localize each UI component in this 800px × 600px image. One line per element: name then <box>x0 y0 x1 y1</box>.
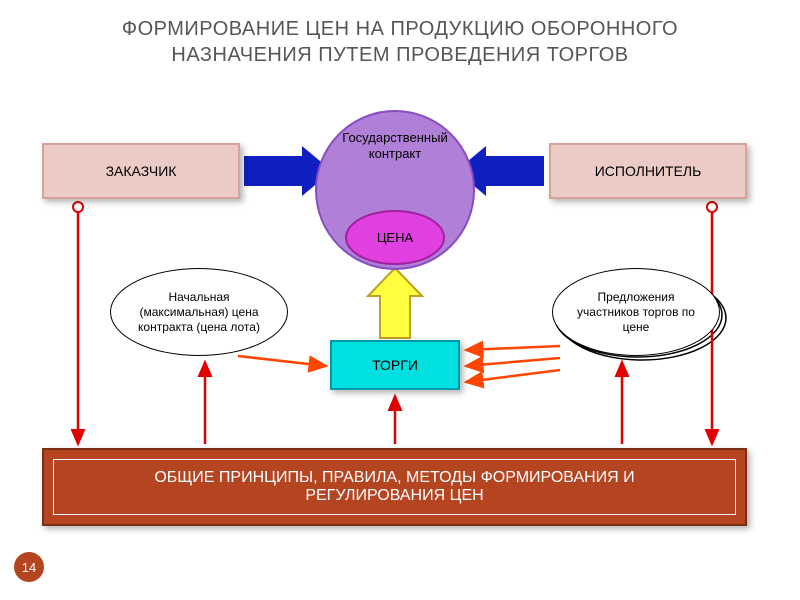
arrow-initial-to-auction <box>238 356 326 366</box>
contract-label: Государственный контракт <box>333 112 458 161</box>
box-customer: ЗАКАЗЧИК <box>42 143 240 199</box>
initial-price-label: Начальная (максимальная) цена контракта … <box>124 290 274 335</box>
title-line2: НАЗНАЧЕНИЯ ПУТЕМ ПРОВЕДЕНИЯ ТОРГОВ <box>0 44 800 67</box>
title-line1: ФОРМИРОВАНИЕ ЦЕН НА ПРОДУКЦИЮ ОБОРОННОГО <box>0 18 800 41</box>
arrow-proposals-to-auction-2 <box>466 358 560 366</box>
box-contractor: ИСПОЛНИТЕЛЬ <box>549 143 747 199</box>
proposals-label: Предложения участников торгов по цене <box>565 290 706 335</box>
box-customer-label: ЗАКАЗЧИК <box>106 163 177 179</box>
dot-customer <box>73 202 83 212</box>
arrow-auction-to-price <box>368 268 422 338</box>
ellipse-initial-price: Начальная (максимальная) цена контракта … <box>110 268 288 356</box>
dot-contractor <box>707 202 717 212</box>
principles-label: ОБЩИЕ ПРИНЦИПЫ, ПРАВИЛА, МЕТОДЫ ФОРМИРОВ… <box>94 469 695 505</box>
arrow-proposals-to-auction-1 <box>466 346 560 350</box>
arrow-proposals-to-auction-3 <box>466 370 560 382</box>
ellipse-proposals: Предложения участников торгов по цене <box>552 268 720 356</box>
price-label: ЦЕНА <box>377 230 413 245</box>
auction-label: ТОРГИ <box>372 357 418 373</box>
price-ellipse: ЦЕНА <box>345 210 445 265</box>
page-number-badge: 14 <box>14 552 44 582</box>
box-auction: ТОРГИ <box>330 340 460 390</box>
box-contractor-label: ИСПОЛНИТЕЛЬ <box>595 163 702 179</box>
page-number: 14 <box>22 560 36 575</box>
box-principles: ОБЩИЕ ПРИНЦИПЫ, ПРАВИЛА, МЕТОДЫ ФОРМИРОВ… <box>42 448 747 526</box>
principles-inner: ОБЩИЕ ПРИНЦИПЫ, ПРАВИЛА, МЕТОДЫ ФОРМИРОВ… <box>53 459 736 515</box>
